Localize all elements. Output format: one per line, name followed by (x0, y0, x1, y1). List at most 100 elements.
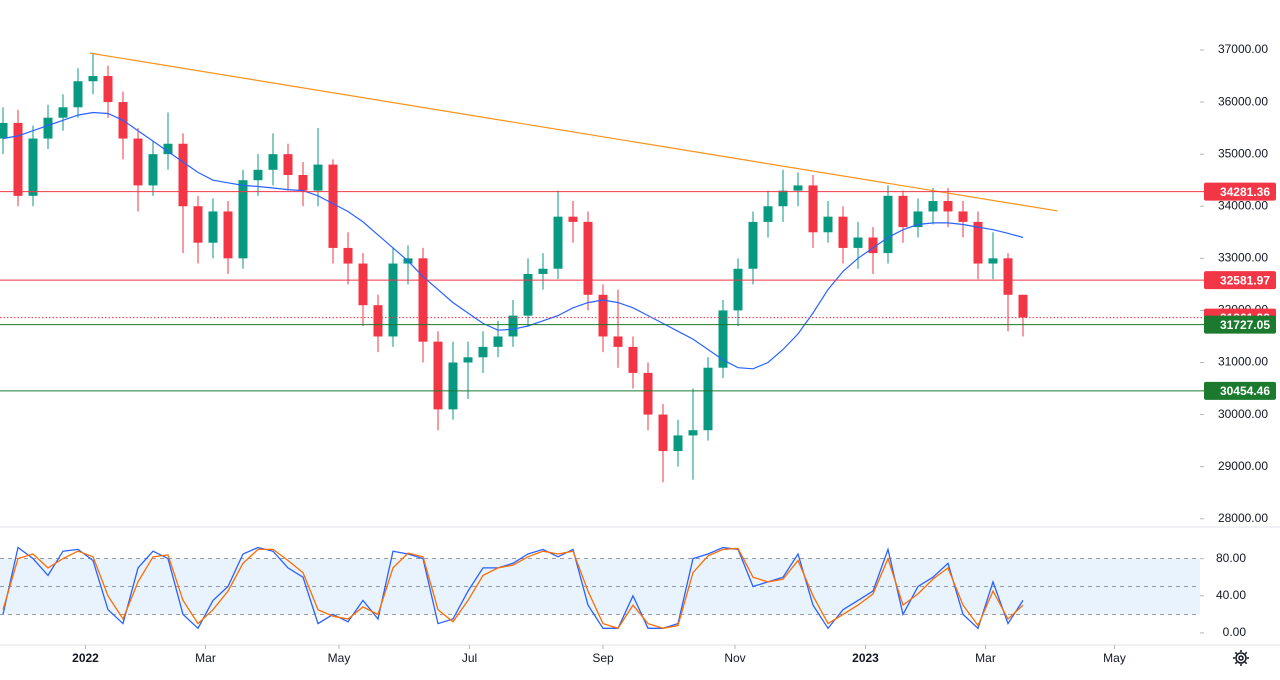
candle-body (0, 122, 8, 139)
price-level-label: 30454.46 (1220, 384, 1270, 398)
candle-body (733, 268, 743, 311)
candle-body (748, 221, 758, 269)
price-level-label: 32581.97 (1220, 273, 1270, 287)
candle-body (478, 346, 488, 358)
candle-body (568, 216, 578, 222)
candle-body (988, 258, 998, 264)
candle-body (598, 294, 608, 337)
stochastic-line (2, 547, 1024, 630)
moving-average (2, 111, 1024, 370)
candle-body (148, 154, 158, 186)
y-tick-label: 35000.00 (1218, 146, 1268, 160)
candle-body (433, 341, 443, 410)
candle-body (958, 211, 968, 222)
x-tick-label: Mar (975, 651, 996, 665)
candle-body (133, 138, 143, 186)
candle-body (73, 81, 83, 108)
candle-body (193, 206, 203, 243)
candle-body (283, 154, 293, 175)
candle-body (928, 201, 938, 212)
price-level-label: 34281.36 (1220, 185, 1270, 199)
candle-body (613, 336, 623, 347)
x-tick-label: Sep (592, 651, 614, 665)
candle-body (508, 315, 518, 337)
y-tick-label: 34000.00 (1218, 198, 1268, 212)
x-tick-label: 2022 (72, 651, 99, 665)
y-tick-label: 36000.00 (1218, 94, 1268, 108)
candle-body (538, 268, 548, 274)
settings-icon[interactable] (1233, 650, 1249, 666)
y-tick-label: 80.00 (1216, 551, 1246, 565)
x-tick-label: Mar (195, 651, 216, 665)
candle-body (163, 143, 173, 155)
x-tick-label: Jul (462, 651, 477, 665)
price-level-box (1204, 271, 1276, 290)
price-level-label: 31727.05 (1220, 318, 1270, 332)
candle-body (553, 216, 563, 269)
candle-body (463, 357, 473, 363)
candle-body (298, 175, 308, 191)
candle-body (208, 211, 218, 243)
candle-body (703, 367, 713, 431)
candle-body (913, 211, 923, 228)
x-tick-label: May (328, 651, 351, 665)
candle-body (238, 180, 248, 259)
candle-body (943, 201, 953, 212)
y-tick-label: 33000.00 (1218, 251, 1268, 265)
price-level-box (1204, 182, 1276, 201)
candle-body (103, 76, 113, 103)
price-level-box (1204, 315, 1276, 334)
candle-body (853, 237, 863, 248)
y-tick-label: 30000.00 (1218, 407, 1268, 421)
candle-body (88, 76, 98, 82)
y-tick-label: 31000.00 (1218, 355, 1268, 369)
candle-body (313, 164, 323, 191)
candle-body (1018, 294, 1028, 318)
candle-body (13, 122, 23, 196)
y-tick-label: 29000.00 (1218, 459, 1268, 473)
y-tick-label: 37000.00 (1218, 42, 1268, 56)
candle-body (898, 195, 908, 228)
candle-body (688, 430, 698, 436)
candle-body (973, 221, 983, 264)
y-tick-label: 40.00 (1216, 588, 1246, 602)
candle-body (493, 336, 503, 347)
candle-body (793, 185, 803, 191)
candle-body (763, 206, 773, 222)
candle-body (358, 263, 368, 306)
candle-body (58, 107, 68, 118)
candle-body (778, 190, 788, 207)
candle-body (328, 164, 338, 248)
candle-body (223, 211, 233, 259)
candle-body (373, 305, 383, 337)
y-tick-label: 0.00 (1223, 625, 1247, 639)
candle-body (418, 258, 428, 342)
candle-body (253, 169, 263, 181)
candle-body (628, 346, 638, 373)
candle-body (673, 435, 683, 452)
candle-body (868, 237, 878, 254)
candle-body (1003, 258, 1013, 295)
candle-body (523, 273, 533, 316)
candle-body (178, 143, 188, 207)
price-level-box (1204, 381, 1276, 400)
candle-body (583, 221, 593, 295)
candle-body (718, 310, 728, 368)
y-tick-label: 28000.00 (1218, 511, 1268, 525)
x-tick-label: 2023 (852, 651, 879, 665)
x-tick-label: May (1103, 651, 1126, 665)
candle-body (838, 216, 848, 248)
candle-body (268, 154, 278, 170)
candle-body (28, 138, 38, 196)
candle-body (388, 263, 398, 337)
candle-body (643, 372, 653, 415)
candles (0, 52, 1028, 483)
candle-body (343, 247, 353, 264)
candle-body (808, 185, 818, 233)
candle-body (658, 414, 668, 452)
stochastic-line (2, 546, 1024, 630)
x-tick-label: Nov (724, 651, 745, 665)
trend-line (89, 52, 1058, 212)
